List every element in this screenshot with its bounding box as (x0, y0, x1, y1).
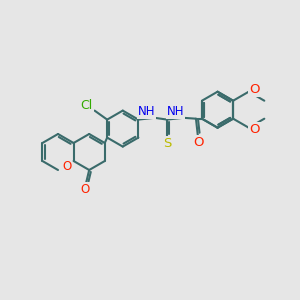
Text: NH: NH (138, 105, 155, 118)
Text: O: O (81, 183, 90, 196)
Text: O: O (250, 123, 260, 136)
Text: Cl: Cl (80, 99, 93, 112)
Text: NH: NH (167, 105, 184, 118)
Text: S: S (163, 137, 171, 150)
Text: O: O (194, 136, 204, 149)
Text: O: O (250, 83, 260, 96)
Text: O: O (62, 160, 71, 173)
